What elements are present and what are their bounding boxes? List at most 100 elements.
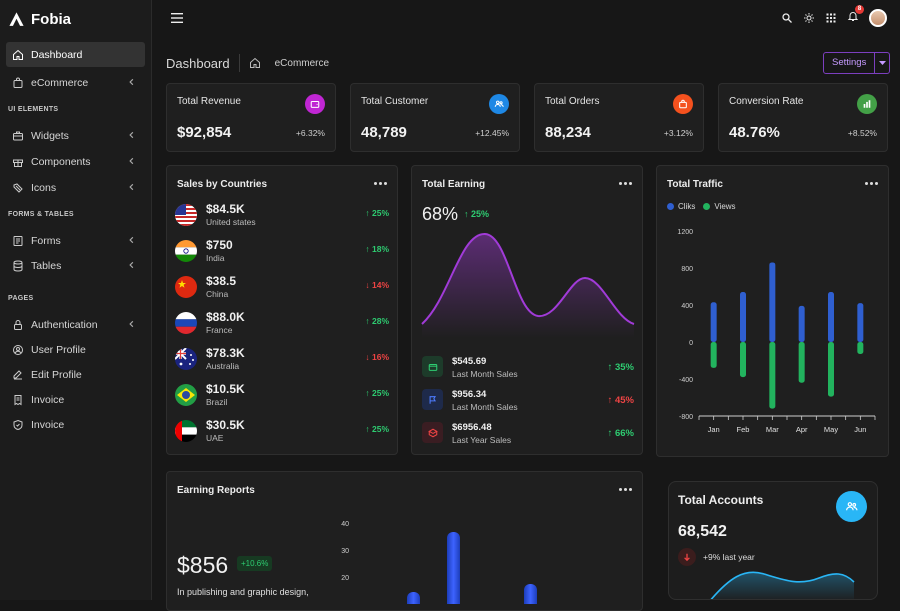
sidebar-item-authentication[interactable]: Authentication	[6, 312, 145, 337]
more-options-icon[interactable]	[865, 182, 878, 185]
earning-line	[421, 232, 635, 325]
chevron-left-icon	[129, 78, 134, 86]
country-name: France	[206, 325, 233, 335]
sidebar-item-invoice[interactable]: Invoice	[6, 387, 145, 412]
accounts-trend-badge	[678, 548, 696, 566]
forms-icon	[13, 235, 23, 246]
earning-area-chart	[421, 232, 635, 338]
sidebar: Fobia Dashboard eCommerce UI ELEMENTS Wi…	[0, 0, 152, 600]
flag-china-icon	[175, 276, 197, 298]
y-tick-label: 30	[341, 548, 349, 555]
country-value: $38.5	[206, 274, 237, 288]
sidebar-item-label: Authentication	[31, 318, 98, 331]
sidebar-item-tables[interactable]: Tables	[6, 253, 145, 278]
total-earning-card: Total Earning 68% ↑ 25% $545.69 Last Mon…	[411, 165, 643, 455]
kpi-icon	[673, 94, 693, 114]
sidebar-item-dashboard[interactable]: Dashboard	[6, 42, 145, 67]
bag-icon	[13, 77, 23, 88]
sidebar-item-components[interactable]: Components	[6, 149, 145, 174]
flag-usa-icon	[175, 204, 197, 226]
more-options-icon[interactable]	[619, 182, 632, 185]
kpi-icon	[857, 94, 877, 114]
sidebar-item-label: User Profile	[31, 343, 86, 356]
flag-australia-icon	[175, 348, 197, 370]
card-title: Total Earning	[422, 179, 486, 190]
chart-icon	[863, 100, 871, 108]
accounts-value: 68,542	[678, 523, 727, 540]
traffic-bar-cliks	[828, 292, 834, 342]
traffic-bar-cliks	[740, 292, 746, 342]
sidebar-item-invoice-2[interactable]: Invoice	[6, 412, 145, 437]
breadcrumb-item-ecommerce[interactable]: eCommerce	[274, 57, 330, 69]
kpi-label: Conversion Rate	[729, 96, 804, 107]
kpi-card-conversion-rate: Conversion Rate 48.76% +8.52%	[718, 83, 888, 152]
earning-change-value: 25%	[471, 209, 490, 219]
country-name: United states	[206, 217, 256, 227]
country-name: Australia	[206, 361, 240, 371]
notifications[interactable]: 8	[847, 5, 864, 27]
flag-brazil-icon	[175, 384, 197, 406]
country-name: India	[206, 253, 225, 263]
earning-row-value: $956.34	[452, 389, 487, 400]
country-change-value: 28%	[371, 316, 389, 326]
kpi-label: Total Customer	[361, 96, 429, 107]
country-row: $750 India ↑ 18%	[175, 234, 389, 264]
x-tick-label: Jan	[708, 425, 720, 434]
legend-item-cliks[interactable]: Cliks	[667, 202, 695, 211]
report-bar	[524, 584, 537, 604]
kpi-icon	[305, 94, 325, 114]
brand[interactable]: Fobia	[0, 0, 151, 38]
country-change-value: 25%	[371, 208, 389, 218]
user-circle-icon	[13, 344, 23, 355]
settings-button[interactable]: Settings	[823, 52, 891, 74]
wallet-icon	[428, 363, 437, 371]
country-row: $84.5K United states ↑ 25%	[175, 198, 389, 228]
database-icon	[13, 260, 23, 271]
earning-row-change-value: 66%	[614, 428, 634, 439]
avatar[interactable]	[869, 9, 887, 27]
more-options-icon[interactable]	[619, 488, 632, 491]
caret-down-icon	[878, 60, 886, 65]
sidebar-item-label: Widgets	[31, 129, 69, 142]
y-tick-label: 400	[681, 303, 693, 310]
country-change-value: 14%	[371, 280, 389, 290]
country-change-value: 25%	[371, 388, 389, 398]
sidebar-item-ecommerce[interactable]: eCommerce	[6, 70, 145, 95]
chevron-left-icon	[129, 320, 134, 328]
settings-dropdown-toggle[interactable]	[874, 53, 889, 73]
kpi-change: +3.12%	[663, 128, 693, 138]
flag-france-icon	[175, 312, 197, 334]
legend-item-views[interactable]: Views	[703, 202, 736, 211]
menu-icon[interactable]	[171, 13, 183, 23]
theme-toggle-icon[interactable]	[803, 12, 815, 24]
earning-row-icon	[422, 389, 443, 410]
earning-row-label: Last Month Sales	[452, 402, 518, 412]
sidebar-item-label: Tables	[31, 259, 62, 272]
sidebar-item-widgets[interactable]: Widgets	[6, 123, 145, 148]
more-options-icon[interactable]	[374, 182, 387, 185]
apps-grid-icon[interactable]	[825, 12, 837, 24]
home-icon[interactable]	[249, 57, 261, 69]
sidebar-item-forms[interactable]: Forms	[6, 228, 145, 253]
sidebar-item-user-profile[interactable]: User Profile	[6, 337, 145, 362]
earning-row-label: Last Year Sales	[452, 435, 512, 445]
kpi-change: +6.32%	[295, 128, 325, 138]
shield-icon	[13, 419, 23, 430]
notification-badge: 8	[855, 5, 864, 14]
earning-row-change: ↑ 66%	[607, 428, 634, 439]
sidebar-item-edit-profile[interactable]: Edit Profile	[6, 362, 145, 387]
country-row: $78.3K Australia ↓ 16%	[175, 342, 389, 372]
lock-icon	[14, 319, 22, 330]
card-title: Total Accounts	[678, 493, 764, 507]
invoice-icon	[14, 394, 22, 405]
card-title: Sales by Countries	[177, 179, 268, 190]
flag-india-icon	[175, 240, 197, 262]
kpi-card-total-orders: Total Orders 88,234 +3.12%	[534, 83, 704, 152]
sidebar-item-icons[interactable]: Icons	[6, 175, 145, 200]
search-icon[interactable]	[781, 12, 793, 24]
traffic-bar-views	[857, 342, 864, 355]
breadcrumb: Dashboard eCommerce	[166, 52, 329, 74]
country-change-value: 18%	[371, 244, 389, 254]
gift-icon	[13, 159, 23, 167]
earning-row-change-value: 45%	[614, 395, 634, 406]
